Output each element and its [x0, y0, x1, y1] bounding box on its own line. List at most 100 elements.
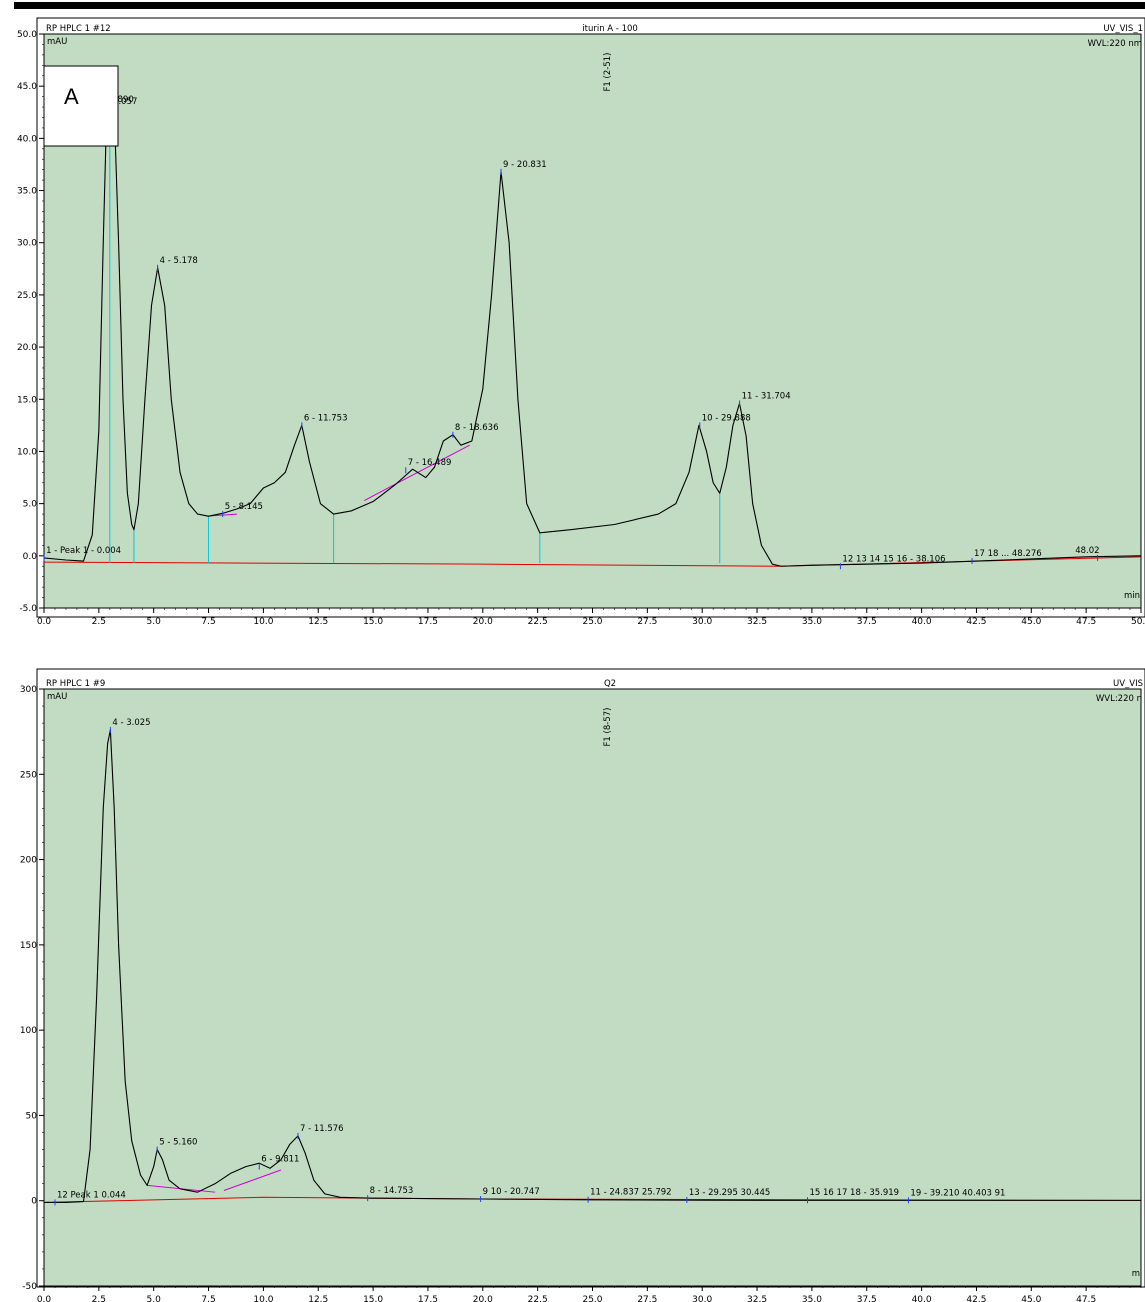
peak-label: 10 - 29.888 [702, 413, 751, 423]
panel-label-box [43, 65, 119, 147]
header-right: UV_VIS_1 [1103, 24, 1143, 34]
x-tick-label: 45.0 [1021, 1295, 1041, 1302]
y-tick-label: 250 [20, 770, 37, 780]
peak-label: 12 Peak 1 0.044 [57, 1190, 126, 1200]
peak-label: 9 10 - 20.747 [483, 1187, 540, 1197]
x-tick-label: 2.5 [92, 1295, 106, 1302]
y-tick-label: 20.0 [17, 343, 37, 353]
peak-label: 9 - 20.831 [503, 160, 547, 170]
y-tick-label: 40.0 [17, 134, 37, 144]
x-tick-label: 5.0 [147, 1295, 162, 1302]
peak-label: 11 - 24.837 25.792 [590, 1188, 671, 1198]
peak-label: 17 18 ... 48.276 [974, 549, 1042, 559]
panel-label: A [64, 84, 79, 109]
top-rule [14, 2, 1145, 9]
tangent-skim-line [223, 1169, 282, 1191]
x-tick-label: 27.5 [637, 617, 657, 627]
x-tick-label: 37.5 [857, 617, 877, 627]
peak-label: 12 13 14 15 16 - 38.106 [842, 554, 945, 564]
chromatogram-trace [43, 101, 1142, 567]
peak-label: 5 - 5.160 [159, 1138, 197, 1148]
tangent-skim-line [364, 444, 470, 501]
x-tick-label: 32.5 [747, 1295, 767, 1302]
x-tick-label: 50.0 [1131, 617, 1145, 627]
peak-label: 2.890 [109, 95, 133, 105]
y-tick-label: 35.0 [17, 187, 37, 197]
x-tick-label: 47.5 [1076, 617, 1096, 627]
x-tick-label: 37.5 [857, 1295, 877, 1302]
peak-label: 15 16 17 18 - 35.919 [810, 1188, 900, 1198]
wavelength-label: WVL:220 nm [1088, 39, 1142, 49]
peak-label: 11 - 31.704 [742, 391, 791, 401]
x-tick-label: 17.5 [418, 1295, 438, 1302]
x-tick-label: 15.0 [363, 617, 383, 627]
y-tick-label: 50 [26, 1111, 38, 1121]
chromatogram-a: RP HPLC 1 #12 iturin A - 100 UV_VIS_1 WVL:2… [0, 12, 1145, 630]
x-tick-label: 20.0 [473, 617, 493, 627]
wavelength-label: WVL:220 n [1096, 694, 1142, 704]
header-center: iturin A - 100 [582, 24, 638, 34]
x-tick-label: 10.0 [253, 617, 273, 627]
x-tick-label: 35.0 [802, 617, 822, 627]
header-left: RP HPLC 1 #12 [46, 24, 111, 34]
header-center: Q2 [604, 679, 616, 689]
x-tick-label: 30.0 [692, 617, 712, 627]
x-tick-label: 30.0 [692, 1295, 712, 1302]
x-tick-label: 7.5 [201, 617, 215, 627]
fraction-mark: F1 (2-51) [603, 53, 613, 92]
x-tick-label: 17.5 [418, 617, 438, 627]
x-tick-label: 32.5 [747, 617, 767, 627]
x-tick-label: 0.0 [37, 1295, 52, 1302]
y-tick-label: 30.0 [17, 239, 37, 249]
x-tick-label: 7.5 [201, 1295, 215, 1302]
y-tick-label: 25.0 [17, 291, 37, 301]
x-tick-label: 15.0 [363, 1295, 383, 1302]
y-axis-unit-label: mAU [47, 692, 67, 702]
chromatogram-b-svg: RP HPLC 1 #9 Q2 UV_VIS WVL:220 n mAU m F1 (8-5… [20, 668, 1145, 1302]
y-tick-label: 5.0 [23, 500, 38, 510]
peak-label: 7 - 11.576 [300, 1124, 344, 1134]
x-tick-label: 25.0 [582, 617, 602, 627]
y-tick-label: 100 [20, 1026, 37, 1036]
chromatogram-b: RP HPLC 1 #9 Q2 UV_VIS WVL:220 n mAU m F1 (8-5… [0, 667, 1145, 1302]
peak-label: 5 - 8.145 [225, 502, 263, 512]
y-tick-label: -5.0 [19, 604, 37, 614]
x-tick-label: 0.0 [37, 617, 52, 627]
x-tick-label: 22.5 [528, 617, 548, 627]
x-tick-label: 25.0 [582, 1295, 602, 1302]
x-tick-label: 10.0 [253, 1295, 273, 1302]
y-tick-label: 45.0 [17, 82, 37, 92]
y-tick-label: 0 [31, 1197, 37, 1207]
x-tick-label: 27.5 [637, 1295, 657, 1302]
peak-label: 8 - 14.753 [370, 1186, 414, 1196]
x-tick-label: 42.5 [966, 1295, 986, 1302]
peak-label: 7 - 16.489 [408, 458, 452, 468]
x-tick-label: 12.5 [308, 1295, 328, 1302]
y-tick-label: 15.0 [17, 395, 37, 405]
peak-label: 4 - 3.025 [112, 718, 150, 728]
peak-label: 48.02 [1075, 546, 1099, 556]
peak-label: 19 - 39.210 40.403 91 [910, 1188, 1005, 1198]
y-tick-label: 10.0 [17, 447, 37, 457]
y-tick-label: 0.0 [23, 552, 38, 562]
header-right: UV_VIS [1113, 679, 1143, 689]
chromatogram-a-svg: RP HPLC 1 #12 iturin A - 100 UV_VIS_1 WVL:2… [17, 17, 1145, 627]
x-axis-unit-label: m [1132, 1269, 1140, 1279]
plot-area [43, 688, 1142, 1287]
x-tick-label: 42.5 [966, 617, 986, 627]
peak-label: 13 - 29.295 30.445 [689, 1188, 770, 1198]
x-tick-label: 2.5 [92, 617, 106, 627]
x-tick-label: 22.5 [528, 1295, 548, 1302]
peak-label: 3.057 [113, 97, 137, 107]
x-tick-label: 5.0 [147, 617, 162, 627]
peak-label: 1 - Peak 1 - 0.004 [46, 546, 121, 556]
x-tick-label: 45.0 [1021, 617, 1041, 627]
y-tick-label: 50.0 [17, 30, 37, 40]
x-tick-label: 40.0 [912, 617, 932, 627]
x-axis-unit-label: min [1124, 591, 1140, 601]
y-tick-label: -50 [22, 1282, 37, 1292]
x-tick-label: 47.5 [1076, 1295, 1096, 1302]
header-left: RP HPLC 1 #9 [46, 679, 105, 689]
peak-label: 4 - 5.178 [160, 256, 198, 266]
peak-label: 6 - 11.753 [304, 413, 348, 423]
